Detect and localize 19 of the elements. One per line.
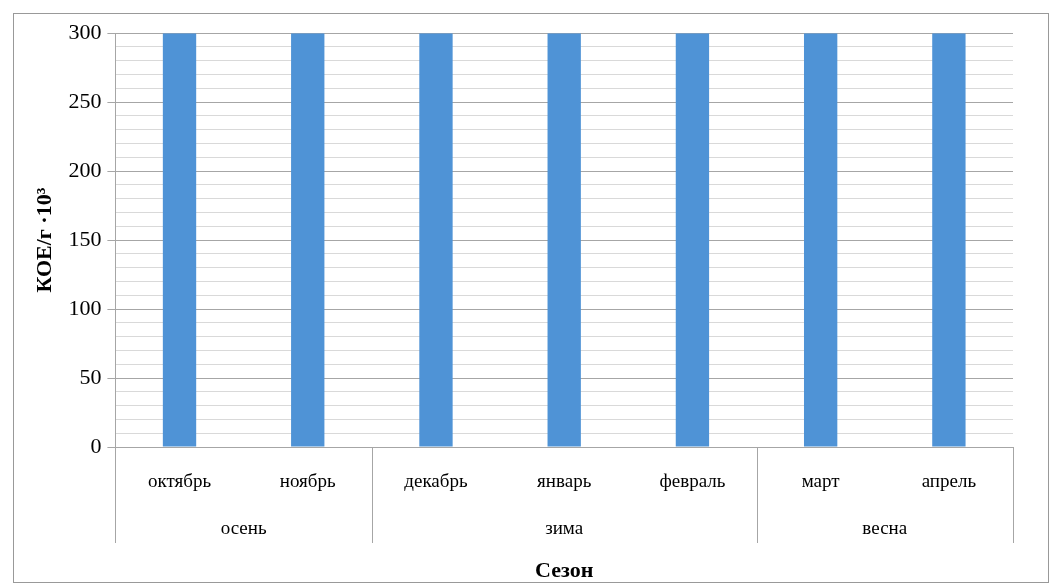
y-tick-label: 100: [68, 294, 102, 320]
x-tick-label: апрель: [921, 469, 977, 491]
text: зима: [545, 516, 584, 538]
x-tick-label: февраль: [659, 469, 726, 491]
x-tick-label: март: [801, 469, 841, 491]
text: весна: [862, 516, 908, 538]
y-tick-label: 300: [68, 18, 102, 44]
text: осень: [220, 516, 267, 538]
x-tick-label: октябрь: [147, 469, 212, 491]
y-tick-label: 150: [68, 225, 102, 251]
x-tick-label: ноябрь: [279, 469, 337, 491]
x-axis-title: Сезон: [535, 556, 594, 582]
y-tick-label: 200: [68, 156, 102, 182]
y-tick-label: 50: [79, 363, 102, 389]
y-axis-title: КОЕ/г ·10³: [30, 187, 56, 293]
y-tick-label: 0: [90, 432, 102, 458]
x-tick-label: декабрь: [404, 469, 468, 491]
y-tick-label: 250: [68, 87, 102, 113]
x-tick-label: январь: [537, 469, 592, 491]
